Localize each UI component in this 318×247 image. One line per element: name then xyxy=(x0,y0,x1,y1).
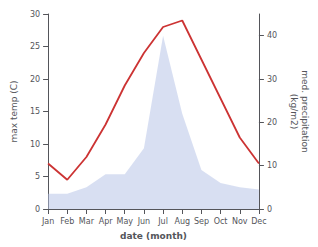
svg-text:date (month): date (month) xyxy=(120,231,187,241)
svg-text:Dec: Dec xyxy=(251,217,266,226)
svg-text:Nov: Nov xyxy=(232,217,248,226)
svg-text:Oct: Oct xyxy=(214,217,228,226)
svg-text:Sep: Sep xyxy=(194,217,209,226)
svg-text:0: 0 xyxy=(35,205,40,214)
svg-text:Apr: Apr xyxy=(99,217,114,226)
svg-text:Feb: Feb xyxy=(60,217,74,226)
svg-text:(kg/m2): (kg/m2) xyxy=(289,94,299,129)
svg-text:Jan: Jan xyxy=(41,217,54,226)
svg-text:30: 30 xyxy=(30,10,40,19)
svg-text:10: 10 xyxy=(267,161,277,170)
svg-text:20: 20 xyxy=(30,75,40,84)
svg-text:max temp (C): max temp (C) xyxy=(9,80,19,142)
svg-text:40: 40 xyxy=(267,31,277,40)
svg-text:30: 30 xyxy=(267,75,277,84)
svg-text:15: 15 xyxy=(30,107,40,116)
svg-text:5: 5 xyxy=(35,172,40,181)
svg-text:20: 20 xyxy=(267,118,277,127)
svg-text:Jul: Jul xyxy=(157,217,168,226)
svg-text:0: 0 xyxy=(267,205,272,214)
svg-text:Aug: Aug xyxy=(174,217,190,226)
svg-text:Jun: Jun xyxy=(137,217,151,226)
svg-text:25: 25 xyxy=(30,42,40,51)
svg-text:Mar: Mar xyxy=(79,217,95,226)
svg-text:med. precipitation: med. precipitation xyxy=(300,70,310,152)
svg-text:May: May xyxy=(116,217,133,226)
svg-text:10: 10 xyxy=(30,140,40,149)
